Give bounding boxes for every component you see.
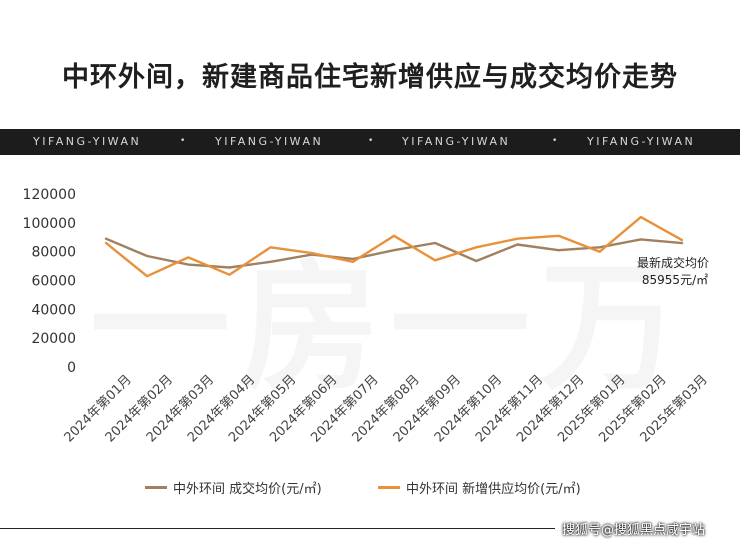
legend-label-supply: 中外环间 新增供应均价(元/㎡) (406, 482, 581, 497)
banner-dot-1: • (180, 136, 186, 146)
legend-swatch-deal (145, 486, 167, 489)
chart-legend: 中外环间 成交均价(元/㎡) 中外环间 新增供应均价(元/㎡) (0, 478, 740, 498)
series-line-deal (104, 237, 684, 269)
y-tick-label: 40000 (31, 302, 76, 318)
legend-item-supply: 中外环间 新增供应均价(元/㎡) (378, 478, 581, 497)
series-line-supply (104, 215, 684, 278)
legend-swatch-supply (378, 486, 400, 489)
banner-dot-3: • (552, 136, 558, 146)
brand-banner: YIFANG-YIWAN • YIFANG-YIWAN • YIFANG-YIW… (0, 129, 740, 155)
y-axis: 0 20000 40000 60000 80000 100000 120000 (23, 187, 76, 376)
legend-item-deal: 中外环间 成交均价(元/㎡) (145, 478, 322, 497)
y-tick-label: 120000 (23, 187, 76, 203)
banner-text-2: YIFANG-YIWAN (215, 135, 324, 148)
banner-text-1: YIFANG-YIWAN (33, 135, 142, 148)
page-title: 中环外间，新建商品住宅新增供应与成交均价走势 (62, 62, 678, 93)
latest-deal-annotation-value: 85955元/㎡ (642, 273, 708, 287)
y-tick-label: 80000 (31, 245, 76, 261)
y-tick-label: 60000 (31, 274, 76, 290)
x-axis: 2024年第01月2024年第02月2024年第03月2024年第04月2024… (62, 372, 711, 445)
y-tick-label: 100000 (23, 216, 76, 232)
banner-dot-2: • (368, 136, 374, 146)
y-tick-label: 0 (67, 360, 76, 376)
latest-deal-annotation-label: 最新成交均价 (637, 255, 709, 270)
banner-text-3: YIFANG-YIWAN (402, 135, 511, 148)
bottom-rule (0, 528, 555, 529)
source-credit: 搜狐号@搜狐黑点咸宇站 (562, 523, 706, 538)
legend-label-deal: 中外环间 成交均价(元/㎡) (173, 482, 322, 497)
series-layer (104, 215, 684, 278)
y-tick-label: 20000 (31, 331, 76, 347)
banner-text-4: YIFANG-YIWAN (587, 135, 696, 148)
